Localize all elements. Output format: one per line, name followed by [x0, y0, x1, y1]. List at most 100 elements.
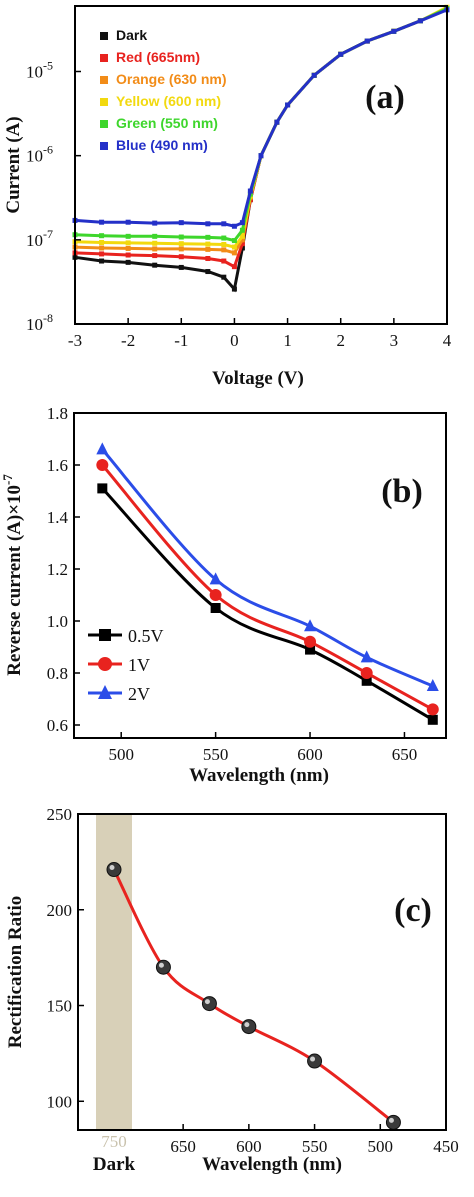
panel-c-y-tick-label: 200 [47, 901, 73, 920]
panel-b-series-line [101, 448, 434, 688]
panel-a-data-point [152, 220, 158, 226]
panel-c-plot-area [106, 862, 401, 1130]
panel-a-data-point [417, 18, 423, 24]
panel-a-legend-marker [100, 32, 108, 40]
panel-b-marker-triangle [96, 442, 109, 455]
panel-a-y-axis-label: Current (A) [3, 116, 24, 213]
panel-b-marker-circle [98, 657, 112, 671]
panel-a-data-point [99, 251, 105, 257]
panel-b-marker-triangle [426, 679, 439, 691]
panel-b-marker-square [210, 603, 221, 613]
panel-b-y-axis-label: Reverse current (A)×10-7 [0, 474, 25, 676]
panel-a-legend-label: Orange (630 nm) [116, 71, 226, 87]
panel-a-y-tick-exponent: -5 [43, 58, 53, 72]
panel-b-series-line [101, 464, 434, 711]
panel-a-data-point [205, 241, 211, 247]
panel-c-dark-highlight [96, 814, 132, 1130]
panel-c-y-ticks: 100 150 200 250 [47, 805, 84, 1111]
panel-b-y-tick-label: 1.2 [47, 560, 68, 579]
panel-b-x-tick-label: 500 [108, 745, 134, 764]
panel-a-data-point [152, 253, 158, 259]
panel-b-legend-label: 0.5V [128, 626, 164, 646]
panel-a-data-point [221, 235, 227, 241]
panel-c: 750 650 600 550 500 450 100 150 200 250 (c) Dar… [5, 805, 459, 1175]
panel-a-data-point [178, 246, 184, 252]
panel-a-data-point [221, 242, 227, 248]
panel-a-y-tick-base: 10 [26, 62, 43, 81]
panel-a-data-point [338, 51, 344, 57]
panel-a-y-tick-exponent: -6 [43, 143, 53, 157]
panel-b-marker-triangle [304, 619, 317, 632]
panel-a-y-tick-base: 10 [26, 147, 43, 166]
panel-c-data-point [155, 959, 171, 975]
panel-a-data-point [205, 246, 211, 252]
panel-b-x-tick-label: 650 [392, 745, 418, 764]
panel-a-data-point [99, 258, 105, 264]
panel-c-x-ticks: 650 600 550 500 450 [170, 1124, 459, 1156]
panel-b-y-tick-label: 1.0 [47, 612, 68, 631]
panel-c-x-tick-label: 550 [302, 1137, 328, 1156]
panel-c-dark-tick-value: 750 [101, 1132, 127, 1151]
panel-a-data-point [231, 250, 237, 256]
panel-c-label: (c) [394, 892, 432, 929]
panel-a-y-tick-exponent: -8 [43, 311, 53, 325]
panel-a-data-point [125, 233, 131, 239]
panel-a-data-point [231, 238, 237, 244]
panel-a-data-point [152, 262, 158, 268]
panel-a-y-tick-label: 10-7 [26, 227, 53, 250]
panel-a-y-tick-base: 10 [26, 231, 43, 250]
panel-c-data-point [307, 1053, 323, 1069]
panel-c-y-tick-label: 250 [47, 805, 73, 824]
panel-b-label: (b) [381, 473, 423, 510]
panel-a-data-point [258, 153, 264, 159]
panel-b-x-tick-label: 550 [203, 745, 229, 764]
panel-c-y-axis-label: Rectification Ratio [5, 896, 26, 1048]
panel-b-marker-triangle [360, 650, 373, 663]
panel-a-data-point [152, 240, 158, 246]
panel-a-data-point [364, 38, 370, 44]
panel-a-y-tick-exponent: -7 [43, 227, 53, 241]
panel-b-y-tick-label: 0.6 [47, 716, 68, 735]
panel-a-y-tick-label: 10-5 [26, 58, 53, 81]
panel-c-dark-label: Dark [93, 1154, 136, 1175]
panel-c-data-point-highlight [204, 999, 210, 1005]
panel-a-data-point [231, 223, 237, 229]
panel-b-marker-square [305, 644, 316, 655]
panel-b-marker-square [99, 629, 111, 641]
panel-a-data-point [178, 234, 184, 240]
panel-b-frame [73, 412, 447, 739]
panel-b-marker-circle [96, 459, 109, 471]
panel-b-y-axis-label-exponent: -7 [0, 474, 15, 485]
panel-a-data-point [152, 233, 158, 239]
panel-a-data-point [125, 252, 131, 258]
panel-b-legend-label: 1V [128, 655, 150, 675]
panel-a-data-point [239, 220, 245, 226]
panel-a-y-tick-label: 10-8 [26, 311, 53, 334]
panel-c-data-point [201, 996, 217, 1012]
panel-b-y-tick-label: 1.8 [47, 404, 68, 423]
panel-c-data-point-highlight [388, 1117, 394, 1123]
panel-a-data-point [221, 274, 227, 280]
panel-a-x-axis-label: Voltage (V) [212, 368, 304, 389]
panel-b-plot-area [96, 442, 439, 725]
panel-b-x-tick-label: 600 [297, 745, 323, 764]
panel-b-legend-label: 2V [128, 684, 150, 704]
panel-a-label: (a) [365, 79, 405, 116]
panel-c-data-point [385, 1114, 401, 1130]
panel-a-data-point [178, 264, 184, 270]
panel-c-x-tick-label: 450 [433, 1137, 459, 1156]
panel-c-data-point-highlight [244, 1022, 250, 1028]
panel-a-data-point [99, 245, 105, 251]
panel-a-x-tick-label: -1 [174, 331, 188, 350]
panel-a-x-tick-label: -3 [68, 331, 82, 350]
panel-b-y-tick-label: 1.6 [47, 456, 68, 475]
panel-a-data-point [152, 246, 158, 252]
panel-a-data-point [125, 219, 131, 225]
panel-c-x-tick-label: 500 [368, 1137, 394, 1156]
panel-a-data-point [239, 237, 245, 243]
panel-a-y-ticks: 10-810-710-610-5 [26, 58, 81, 334]
panel-a-x-tick-label: 0 [230, 331, 239, 350]
panel-b-marker-triangle [98, 685, 112, 699]
panel-b-marker-triangle [209, 572, 222, 585]
